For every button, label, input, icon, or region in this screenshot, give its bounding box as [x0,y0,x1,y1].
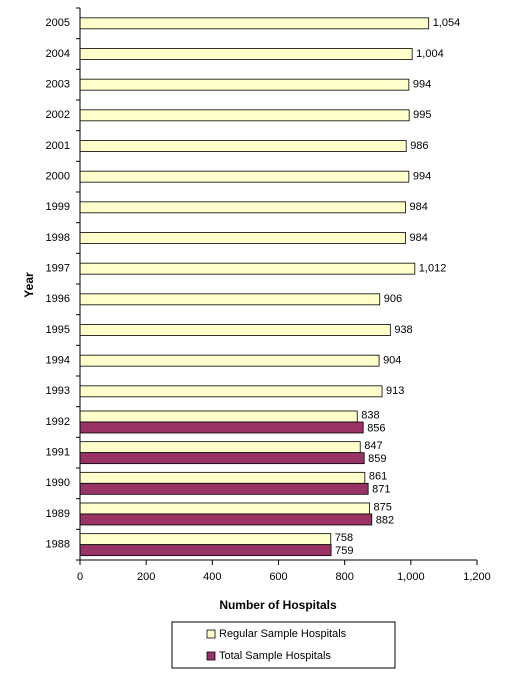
value-label: 994 [413,79,431,91]
y-tick-label: 1995 [46,324,70,336]
y-axis-title: Year [22,272,36,298]
y-tick-label: 1996 [46,293,70,305]
bar [79,140,407,152]
value-label: 1,054 [433,17,461,29]
bar [79,354,380,367]
x-tick-label: 1,000 [397,571,425,583]
y-tick-label: 1997 [46,263,70,275]
y-tick-label: 1994 [46,355,70,367]
legend-swatch [206,629,216,639]
value-label: 904 [383,355,401,367]
value-label: 986 [410,140,428,152]
legend-label: Regular Sample Hospitals [219,628,347,640]
value-label: 913 [386,385,404,397]
value-label: 938 [394,324,412,336]
value-label: 882 [376,514,394,526]
value-label: 847 [364,440,382,452]
y-tick-label: 1999 [46,201,70,213]
bar [79,48,413,60]
legend-label: Total Sample Hospitals [219,650,331,662]
bar [79,421,364,434]
x-axis-title: Number of Hospitals [219,598,337,612]
y-tick-label: 1992 [46,416,70,428]
bar [79,78,410,91]
bar [79,201,406,214]
y-tick-label: 1989 [46,508,70,520]
value-label: 871 [372,484,390,496]
bar [79,513,373,526]
y-tick-label: 2002 [46,109,70,121]
bar [79,410,358,423]
value-label: 984 [410,232,428,244]
y-tick-label: 1998 [46,232,70,244]
y-tick-label: 2003 [46,79,70,91]
bar [79,533,332,546]
value-label: 838 [361,409,379,421]
value-label: 994 [413,171,431,183]
legend-swatch [206,651,216,661]
bar [79,324,391,336]
x-tick-label: 600 [269,571,287,583]
x-tick-label: 200 [137,571,155,583]
value-label: 1,004 [416,48,444,60]
bar [79,293,381,306]
y-tick-label: 2004 [46,48,70,60]
bar [79,471,366,484]
bar [79,17,430,30]
bar [79,441,361,454]
value-label: 1,012 [419,263,447,275]
bar [79,502,370,515]
bar [79,109,410,122]
bar [79,262,416,275]
bar [79,170,410,183]
bar [79,385,383,398]
y-tick-label: 1988 [46,539,70,551]
bar [79,544,332,557]
value-label: 859 [368,453,386,465]
y-tick-label: 1990 [46,477,70,489]
y-tick-label: 2001 [46,140,70,152]
value-label: 759 [335,545,353,557]
bar [79,482,369,495]
value-label: 995 [413,109,431,121]
value-label: 861 [369,471,387,483]
y-tick-label: 2000 [46,171,70,183]
x-tick-label: 400 [203,571,221,583]
x-tick-label: 0 [77,571,83,583]
y-tick-label: 1993 [46,385,70,397]
x-tick-label: 1,200 [463,571,491,583]
value-label: 984 [410,201,428,213]
y-tick-label: 1991 [46,447,70,459]
bar [79,452,365,465]
value-label: 906 [384,293,402,305]
value-label: 758 [335,532,353,544]
bar [79,232,406,244]
value-label: 875 [373,501,391,513]
x-tick-label: 800 [335,571,353,583]
y-tick-label: 2005 [46,17,70,29]
value-label: 856 [367,422,385,434]
